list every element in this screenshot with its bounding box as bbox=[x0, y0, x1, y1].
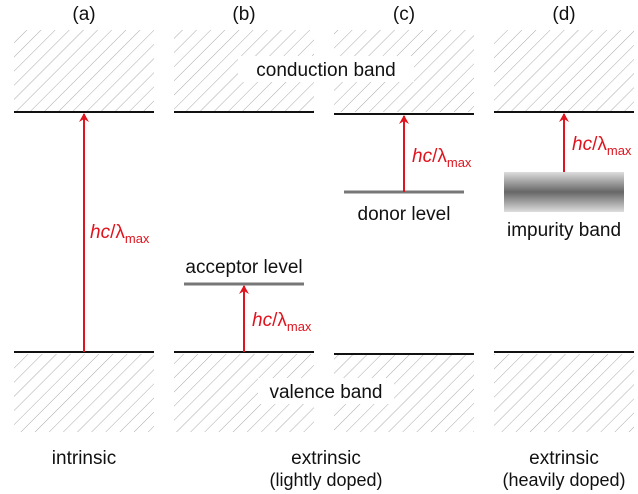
impurity-label: impurity band bbox=[507, 220, 621, 241]
label-part: hc bbox=[572, 134, 593, 155]
label-part: /λ bbox=[110, 222, 125, 243]
caption-sub: (heavily doped) bbox=[502, 470, 625, 490]
caption: extrinsic bbox=[291, 448, 361, 469]
transition-label: hc/λmax bbox=[572, 134, 632, 158]
label-part: max bbox=[447, 155, 472, 170]
transition-label: hc/λmax bbox=[90, 222, 150, 246]
panel-label: (d) bbox=[552, 4, 575, 25]
label-part: /λ bbox=[272, 310, 287, 331]
conduction-band: conduction band bbox=[256, 60, 395, 81]
transition-label: hc/λmax bbox=[412, 146, 472, 170]
impurity-band bbox=[504, 172, 624, 212]
donor-label: donor level bbox=[358, 204, 451, 225]
caption-sub: (lightly doped) bbox=[269, 470, 382, 490]
panel-label: (a) bbox=[72, 4, 95, 25]
acceptor-label: acceptor level bbox=[185, 257, 302, 278]
valence-band: valence band bbox=[269, 382, 382, 403]
label-part: hc bbox=[412, 146, 433, 167]
panel-label: (b) bbox=[232, 4, 255, 25]
panel-label: (c) bbox=[393, 4, 415, 25]
label-part: max bbox=[287, 319, 312, 334]
label-part: /λ bbox=[432, 146, 447, 167]
caption: extrinsic bbox=[529, 448, 599, 469]
label-part: max bbox=[125, 231, 150, 246]
label-part: hc bbox=[252, 310, 273, 331]
label-part: /λ bbox=[592, 134, 607, 155]
caption: intrinsic bbox=[52, 448, 116, 469]
label-part: max bbox=[607, 143, 632, 158]
transition-label: hc/λmax bbox=[252, 310, 312, 334]
label-part: hc bbox=[90, 222, 111, 243]
